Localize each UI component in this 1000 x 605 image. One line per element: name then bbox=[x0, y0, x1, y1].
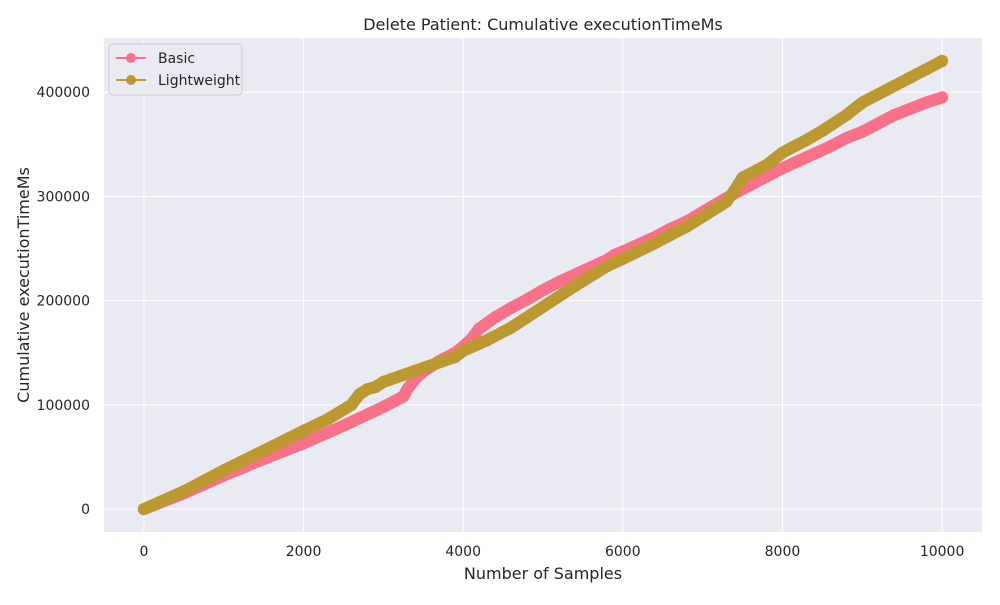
data-point-lightweight bbox=[736, 171, 749, 184]
data-point-lightweight bbox=[257, 444, 270, 457]
data-point-lightweight bbox=[345, 398, 358, 411]
data-point-lightweight bbox=[297, 424, 310, 437]
data-point-lightweight bbox=[880, 84, 893, 97]
data-point-basic bbox=[776, 162, 789, 175]
data-point-lightweight bbox=[840, 109, 853, 122]
data-point-basic bbox=[489, 311, 502, 324]
data-point-lightweight bbox=[800, 134, 813, 147]
x-tick-label: 8000 bbox=[765, 544, 801, 560]
data-point-lightweight bbox=[816, 124, 829, 137]
data-point-basic bbox=[744, 178, 757, 191]
data-point-basic bbox=[936, 91, 949, 104]
data-point-lightweight bbox=[217, 464, 230, 477]
data-point-basic bbox=[840, 132, 853, 145]
data-point-lightweight bbox=[680, 220, 693, 233]
y-tick-label: 200000 bbox=[37, 294, 90, 310]
data-point-lightweight bbox=[936, 54, 949, 67]
data-point-basic bbox=[401, 383, 414, 396]
data-point-lightweight bbox=[728, 184, 741, 197]
x-tick-label: 6000 bbox=[605, 544, 641, 560]
data-point-basic bbox=[888, 109, 901, 122]
data-point-lightweight bbox=[616, 252, 629, 265]
legend-label-lightweight: Lightweight bbox=[158, 73, 241, 89]
data-point-basic bbox=[473, 322, 486, 335]
y-tick-label: 400000 bbox=[37, 85, 90, 101]
data-point-basic bbox=[904, 102, 917, 115]
data-point-basic bbox=[808, 147, 821, 160]
data-point-lightweight bbox=[377, 375, 390, 388]
legend-label-basic: Basic bbox=[158, 51, 195, 67]
legend-box bbox=[108, 43, 243, 96]
data-point-basic bbox=[856, 125, 869, 138]
data-point-lightweight bbox=[401, 367, 414, 380]
data-point-lightweight bbox=[648, 237, 661, 250]
data-point-lightweight bbox=[760, 159, 773, 172]
data-point-lightweight bbox=[568, 280, 581, 292]
data-point-lightweight bbox=[321, 413, 334, 426]
y-tick-label: 0 bbox=[81, 502, 90, 518]
data-point-basic bbox=[337, 419, 350, 432]
data-point-basic bbox=[824, 140, 837, 153]
legend: Basic Lightweight bbox=[108, 43, 243, 96]
data-point-basic bbox=[760, 170, 773, 183]
y-axis-label: Cumulative executionTimeMs bbox=[14, 167, 33, 403]
legend-marker-lightweight bbox=[126, 75, 136, 85]
data-point-lightweight bbox=[920, 63, 933, 76]
data-point-basic bbox=[377, 400, 390, 413]
chart-title: Delete Patient: Cumulative executionTime… bbox=[363, 15, 723, 34]
legend-marker-basic bbox=[126, 53, 136, 63]
data-point-lightweight bbox=[600, 260, 613, 273]
data-point-basic bbox=[521, 293, 533, 306]
data-point-basic bbox=[920, 96, 933, 109]
data-point-lightweight bbox=[137, 503, 150, 516]
series-layer bbox=[137, 54, 949, 516]
data-point-basic bbox=[537, 284, 549, 297]
data-point-lightweight bbox=[537, 300, 549, 313]
x-tick-label: 0 bbox=[139, 544, 148, 560]
y-tick-label: 100000 bbox=[37, 398, 90, 414]
data-point-basic bbox=[553, 275, 565, 288]
data-point-lightweight bbox=[776, 146, 789, 159]
tick-labels: 0 2000 4000 6000 8000 10000010000020000030000… bbox=[37, 85, 965, 560]
x-tick-label: 4000 bbox=[445, 544, 481, 560]
data-point-basic bbox=[297, 437, 310, 450]
x-tick-label: 2000 bbox=[286, 544, 322, 560]
data-point-lightweight bbox=[505, 321, 518, 334]
data-point-lightweight bbox=[177, 485, 190, 498]
x-tick-label: 10000 bbox=[920, 544, 965, 560]
data-point-lightweight bbox=[720, 195, 733, 208]
data-point-lightweight bbox=[856, 96, 869, 109]
data-point-lightweight bbox=[457, 344, 470, 357]
data-point-basic bbox=[872, 117, 885, 130]
data-point-lightweight bbox=[425, 359, 438, 372]
data-point-basic bbox=[792, 155, 805, 167]
data-point-lightweight bbox=[481, 334, 494, 347]
data-point-lightweight bbox=[904, 71, 917, 84]
y-tick-label: 300000 bbox=[37, 189, 90, 205]
x-axis-label: Number of Samples bbox=[464, 564, 622, 583]
data-point-basic bbox=[505, 301, 518, 314]
grid-lines bbox=[104, 38, 982, 532]
